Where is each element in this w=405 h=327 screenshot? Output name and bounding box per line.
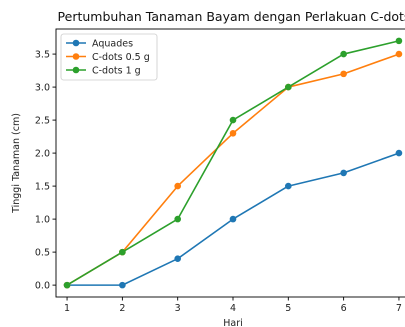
legend-swatch-marker (72, 39, 80, 47)
data-point (285, 182, 292, 190)
x-tick-label: 4 (230, 303, 236, 314)
y-tick-label: 1.5 (35, 181, 50, 192)
legend-box (60, 33, 158, 81)
series-line-2 (66, 53, 400, 286)
y-axis-label: Tinggi Tanaman (cm) (11, 113, 22, 214)
y-tick-label: 2.5 (35, 115, 50, 126)
y-axis: 0.0 0.5 1.0 1.5 2.0 2.5 3.0 3.5 (35, 49, 56, 291)
data-point (119, 281, 126, 289)
x-tick-label: 1 (64, 303, 70, 314)
data-point (174, 215, 181, 223)
chart-title: Pertumbuhan Tanaman Bayam dengan Perlaku… (58, 9, 405, 24)
data-point (229, 116, 237, 124)
data-point (395, 50, 403, 58)
legend-label: Aquades (92, 38, 133, 49)
data-point (174, 182, 181, 190)
legend-label: C-dots 1 g (92, 65, 141, 76)
data-point (395, 37, 403, 45)
data-point (340, 70, 347, 78)
data-point (285, 83, 292, 91)
x-axis: 1 2 3 4 5 6 7 (64, 297, 402, 314)
y-tick-label: 2.0 (35, 148, 50, 159)
data-point (395, 149, 403, 157)
y-tick-label: 0.5 (35, 247, 50, 258)
legend-swatch-marker (72, 53, 80, 60)
x-tick-label: 7 (396, 303, 402, 314)
y-tick-label: 3.5 (35, 49, 50, 60)
data-point (119, 248, 126, 256)
x-tick-label: 3 (175, 303, 181, 314)
data-point (340, 50, 347, 58)
x-axis-label: Hari (223, 318, 243, 327)
data-point (229, 129, 237, 137)
y-tick-label: 0.0 (35, 280, 50, 291)
data-point (340, 169, 347, 177)
x-tick-label: 6 (341, 303, 347, 314)
y-tick-label: 3.0 (35, 82, 50, 93)
data-point (229, 215, 237, 223)
data-point (174, 255, 181, 263)
legend-label: C-dots 0.5 g (92, 52, 150, 63)
y-tick-label: 1.0 (35, 214, 50, 225)
x-tick-label: 2 (119, 303, 125, 314)
series-layer (63, 37, 403, 289)
x-tick-label: 5 (285, 303, 291, 314)
legend-swatch-marker (72, 66, 80, 74)
data-point (63, 281, 71, 289)
legend: Aquades C-dots 0.5 g C-dots 1 g (60, 33, 158, 81)
